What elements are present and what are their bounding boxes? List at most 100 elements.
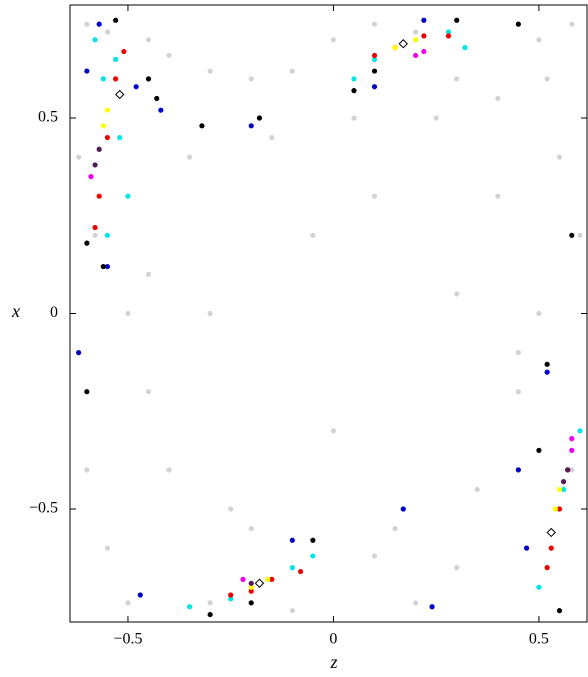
point <box>454 76 460 82</box>
y-tick-label: 0.5 <box>38 109 58 126</box>
point <box>429 604 435 610</box>
point <box>371 68 378 74</box>
point <box>310 537 316 543</box>
y-axis-label: x <box>11 301 20 321</box>
point <box>445 29 452 35</box>
point <box>569 467 575 473</box>
point <box>454 565 460 571</box>
point <box>92 162 98 168</box>
point <box>536 310 542 317</box>
point <box>228 596 234 602</box>
point <box>113 17 119 23</box>
point <box>104 263 110 270</box>
point <box>371 84 378 90</box>
point <box>117 134 123 141</box>
point <box>248 600 254 606</box>
point <box>371 553 378 559</box>
point <box>207 68 213 74</box>
point <box>133 84 139 90</box>
point <box>474 486 480 493</box>
point <box>104 545 110 551</box>
point <box>186 604 193 610</box>
point <box>495 95 501 102</box>
point <box>392 45 398 51</box>
point <box>433 115 439 121</box>
point <box>166 52 172 59</box>
point <box>96 146 102 152</box>
point <box>154 95 160 102</box>
point <box>536 37 542 43</box>
point <box>495 193 501 199</box>
point <box>454 17 460 23</box>
point <box>84 21 90 27</box>
point <box>536 584 542 590</box>
point <box>515 21 521 27</box>
point <box>92 232 98 238</box>
point <box>310 553 316 559</box>
point <box>421 48 427 55</box>
point <box>560 486 567 493</box>
point <box>289 565 295 571</box>
point <box>84 68 90 74</box>
point <box>207 611 213 618</box>
point <box>351 76 357 82</box>
x-tick-label: −0.5 <box>113 631 142 648</box>
point <box>248 525 254 532</box>
point <box>371 56 378 62</box>
point <box>76 350 82 356</box>
point <box>145 76 152 82</box>
point <box>577 232 583 238</box>
point <box>310 232 316 238</box>
point <box>92 224 98 231</box>
point <box>248 76 254 82</box>
point <box>76 154 82 160</box>
point <box>544 361 550 367</box>
point <box>145 271 152 277</box>
point <box>265 576 271 582</box>
point <box>413 37 419 43</box>
point <box>462 45 468 51</box>
x-tick-label: 0.5 <box>529 631 549 648</box>
point <box>515 389 521 395</box>
frame <box>69 4 588 623</box>
point <box>556 506 563 512</box>
point <box>552 506 558 512</box>
point <box>371 52 378 59</box>
point <box>186 154 193 160</box>
point <box>544 369 550 375</box>
point <box>548 545 554 551</box>
point <box>544 565 550 571</box>
point <box>248 123 254 129</box>
point <box>536 447 542 453</box>
point <box>125 193 131 199</box>
x-axis-label: z <box>329 652 337 672</box>
point <box>569 232 575 238</box>
point <box>121 48 127 55</box>
point <box>371 21 378 27</box>
point <box>84 240 90 246</box>
point <box>330 428 337 434</box>
point <box>413 600 419 606</box>
point <box>577 428 583 434</box>
y-tick-label: −0.5 <box>29 500 58 517</box>
point <box>199 123 205 129</box>
point <box>351 115 357 121</box>
point <box>207 600 213 606</box>
point <box>269 134 275 141</box>
point <box>565 467 571 473</box>
point <box>289 608 295 614</box>
point <box>421 17 427 23</box>
point <box>145 37 152 43</box>
point <box>413 29 419 35</box>
point <box>104 134 110 141</box>
plot-area <box>76 17 583 618</box>
point <box>96 21 102 27</box>
point <box>104 232 110 238</box>
point <box>544 76 550 82</box>
point <box>158 107 164 113</box>
point <box>137 592 143 598</box>
point <box>166 467 172 473</box>
x-tick-label: 0 <box>329 631 337 648</box>
point <box>256 115 263 121</box>
point <box>84 389 90 395</box>
